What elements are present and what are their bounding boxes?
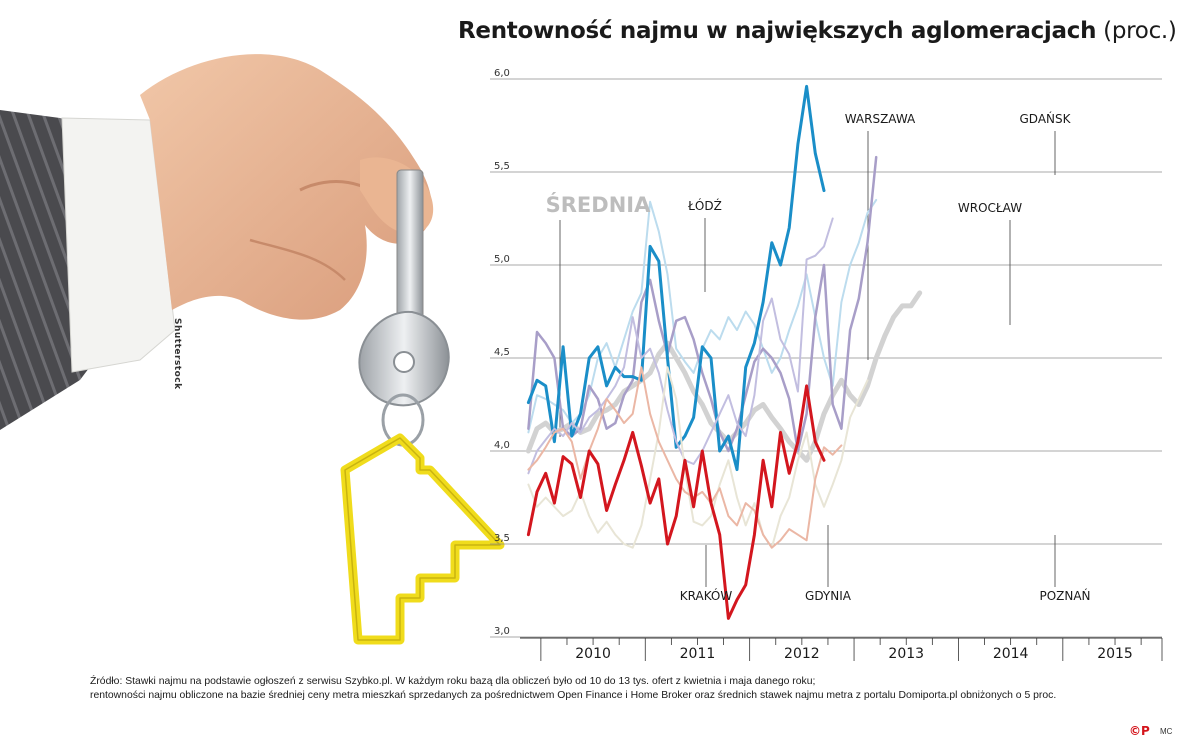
series-label: POZNAŃ — [1039, 588, 1090, 603]
chart-title: Rentowność najmu w największych aglomera… — [458, 18, 1177, 44]
series-label: GDAŃSK — [1020, 111, 1072, 126]
series-line--d- — [527, 155, 878, 453]
series-label: GDYNIA — [805, 589, 852, 603]
series-line-pozna- — [527, 366, 843, 549]
annotation-labels: ŚREDNIA ŁÓDŹ WARSZAWA GDAŃSK WROCŁAW KRAKÓW GD… — [546, 111, 1091, 603]
author-initials: MC — [1160, 727, 1173, 736]
publisher-logo: ©P — [1129, 724, 1150, 738]
y-tick-label: 3,0 — [494, 626, 510, 637]
series-line-gda-sk — [526, 84, 826, 472]
chart-title-main: Rentowność najmu w największych aglomera… — [458, 18, 1097, 44]
series-label: WROCŁAW — [958, 201, 1022, 215]
series-line-gdynia — [526, 384, 826, 620]
series-line-krak-w — [527, 366, 869, 549]
x-year-label: 2010 — [575, 646, 611, 662]
x-year-label: 2014 — [993, 646, 1029, 662]
series-label: ŁÓDŹ — [687, 198, 722, 213]
y-tick-label: 5,0 — [494, 254, 510, 265]
x-year-label: 2011 — [680, 646, 716, 662]
series-label: KRAKÓW — [680, 588, 733, 603]
x-year-label: 2012 — [784, 646, 820, 662]
x-year-label: 2015 — [1097, 646, 1133, 662]
y-tick-label: 3,5 — [494, 533, 510, 544]
series-label: ŚREDNIA — [546, 192, 651, 217]
x-year-label: 2013 — [888, 646, 924, 662]
series-line-wroc-aw — [527, 217, 834, 475]
y-tick-label: 4,0 — [494, 440, 510, 451]
y-tick-label: 5,5 — [494, 161, 510, 172]
series-line-warszawa — [527, 198, 878, 434]
series-line--rednia — [525, 290, 923, 463]
source-line-1: Źródło: Stawki najmu na podstawie ogłosz… — [90, 676, 816, 687]
chart-title-unit: (proc.) — [1103, 18, 1177, 44]
source-line-2: rentowności najmu obliczone na bazie śre… — [90, 690, 1057, 701]
x-axis: 2010 2011 2012 2013 2014 2015 — [520, 637, 1163, 662]
source-note: Źródło: Stawki najmu na podstawie ogłosz… — [90, 675, 1190, 703]
grid — [490, 78, 1162, 638]
series-lines — [525, 84, 923, 620]
y-tick-label: 4,5 — [494, 347, 510, 358]
y-axis-ticks: 3,0 3,5 4,0 4,5 5,0 5,5 6,0 — [494, 68, 510, 637]
series-label: WARSZAWA — [845, 112, 916, 126]
y-tick-label: 6,0 — [494, 68, 510, 79]
hand-with-key-photo — [0, 54, 505, 645]
